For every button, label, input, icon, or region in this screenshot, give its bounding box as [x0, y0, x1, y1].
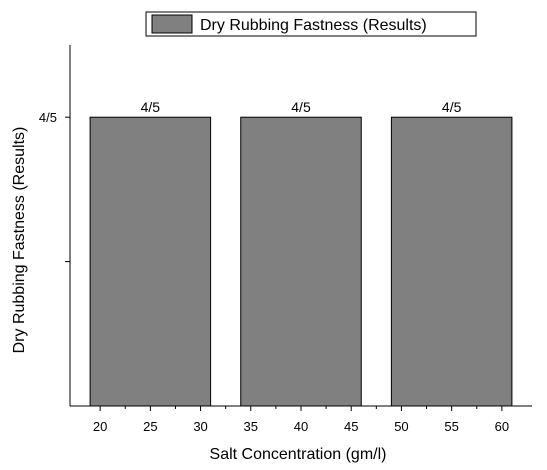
- x-tick-label: 30: [193, 419, 207, 434]
- bar-1-value-label: 4/5: [141, 99, 161, 115]
- legend: Dry Rubbing Fastness (Results): [145, 11, 477, 37]
- x-tick-label: 40: [294, 419, 308, 434]
- x-tick-label: 35: [244, 419, 258, 434]
- y-axis-title: Dry Rubbing Fastness (Results): [11, 127, 28, 354]
- bar-3-value-label: 4/5: [442, 99, 462, 115]
- bar-2: [240, 116, 362, 407]
- ticks: 20 25 30 35 40 45 50 55 60 4/5: [39, 110, 509, 434]
- bar-3: [390, 116, 513, 407]
- bar-1: [89, 116, 212, 407]
- x-tick-label: 25: [143, 419, 157, 434]
- legend-box: [145, 11, 477, 37]
- legend-label: Dry Rubbing Fastness (Results): [200, 17, 427, 34]
- x-tick-label: 60: [495, 419, 509, 434]
- legend-swatch: [151, 14, 193, 34]
- x-tick-label: 55: [444, 419, 458, 434]
- x-tick-label: 50: [394, 419, 408, 434]
- x-tick-label: 20: [93, 419, 107, 434]
- bars: 4/5 4/5 4/5: [89, 99, 513, 407]
- x-tick-label: 45: [344, 419, 358, 434]
- x-axis-title: Salt Concentration (gm/l): [210, 446, 387, 463]
- y-tick-label: 4/5: [39, 110, 57, 125]
- bar-2-value-label: 4/5: [291, 99, 311, 115]
